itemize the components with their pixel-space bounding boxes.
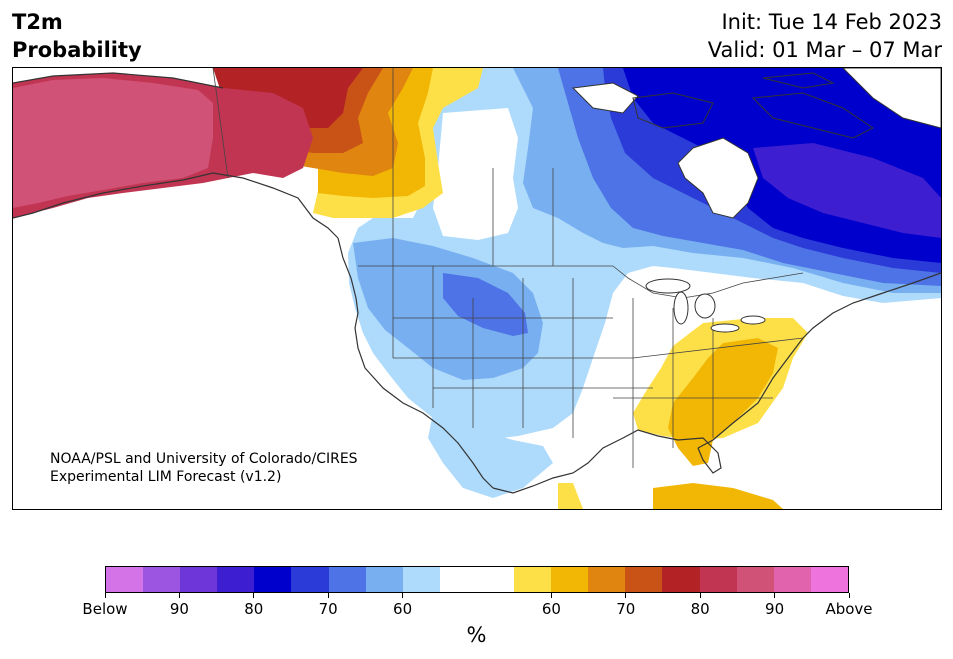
title-line-2: Probability bbox=[12, 38, 142, 62]
colorbar-segment bbox=[291, 567, 329, 592]
colorbar-segment bbox=[254, 567, 292, 592]
above-60-mexico bbox=[558, 483, 583, 509]
map-title: T2m Probability bbox=[12, 8, 142, 64]
colorbar-tick bbox=[104, 593, 106, 598]
colorbar-segment bbox=[328, 567, 366, 592]
credit-line-1: NOAA/PSL and University of Colorado/CIRE… bbox=[50, 451, 358, 467]
colorbar-segment bbox=[625, 567, 663, 592]
colorbar-segment bbox=[365, 567, 403, 592]
colorbar-tick bbox=[550, 593, 552, 598]
map-canvas bbox=[13, 68, 941, 509]
colorbar-unit: % bbox=[466, 623, 487, 647]
colorbar-tick bbox=[402, 593, 404, 598]
colorbar-tick-label: Below bbox=[82, 600, 128, 618]
colorbar-tick bbox=[699, 593, 701, 598]
near-normal-prairie bbox=[433, 108, 518, 240]
colorbar-tick-label: 80 bbox=[690, 600, 710, 618]
baffin-water bbox=[842, 68, 941, 129]
colorbar-tick-label: 60 bbox=[393, 600, 413, 618]
colorbar-segment bbox=[180, 567, 218, 592]
init-date: Init: Tue 14 Feb 2023 bbox=[721, 10, 942, 34]
colorbar-segment bbox=[143, 567, 181, 592]
colorbar-tick-label: Above bbox=[825, 600, 873, 618]
colorbar-tick-label: 90 bbox=[765, 600, 785, 618]
colorbar bbox=[105, 566, 849, 593]
colorbar-segment bbox=[106, 567, 144, 592]
below-60-southwest bbox=[428, 413, 553, 498]
colorbar-segment bbox=[699, 567, 737, 592]
colorbar-tick bbox=[178, 593, 180, 598]
great-lakes bbox=[645, 278, 766, 333]
colorbar-tick bbox=[625, 593, 627, 598]
arctic-islands bbox=[632, 72, 874, 139]
hudson-bay bbox=[677, 137, 759, 219]
below-70-west bbox=[443, 273, 528, 336]
colorbar-segment bbox=[476, 567, 515, 592]
valid-date: Valid: 01 Mar – 07 Mar bbox=[707, 38, 942, 62]
colorbar-segment bbox=[662, 567, 700, 592]
credit-text: NOAA/PSL and University of Colorado/CIRE… bbox=[50, 450, 358, 486]
arctic-channel bbox=[571, 82, 639, 114]
colorbar-tick bbox=[327, 593, 329, 598]
below-65-west bbox=[353, 238, 543, 380]
colorbar-tick bbox=[253, 593, 255, 598]
colorbar-tick-label: 80 bbox=[244, 600, 264, 618]
credit-line-2: Experimental LIM Forecast (v1.2) bbox=[50, 469, 282, 485]
colorbar-tick bbox=[848, 593, 850, 598]
colorbar-tick bbox=[774, 593, 776, 598]
colorbar-segment bbox=[588, 567, 626, 592]
colorbar-tick-label: 60 bbox=[541, 600, 561, 618]
above-top-alaska bbox=[13, 78, 213, 208]
colorbar-segment bbox=[810, 567, 848, 592]
above-65-cuba bbox=[653, 483, 783, 509]
colorbar-tick-label: 90 bbox=[169, 600, 189, 618]
political-borders bbox=[212, 68, 804, 468]
title-line-1: T2m bbox=[12, 10, 63, 34]
colorbar-segment bbox=[402, 567, 440, 592]
colorbar-segment bbox=[439, 567, 477, 592]
above-65-southeast bbox=[668, 338, 778, 466]
forecast-map: NOAA/PSL and University of Colorado/CIRE… bbox=[12, 67, 942, 510]
colorbar-tick-label: 70 bbox=[616, 600, 636, 618]
colorbar-segment bbox=[736, 567, 774, 592]
colorbar-segment bbox=[514, 567, 552, 592]
colorbar-segment bbox=[773, 567, 811, 592]
colorbar-tick-label: 70 bbox=[318, 600, 338, 618]
below-85-region bbox=[753, 143, 941, 238]
colorbar-segment bbox=[551, 567, 589, 592]
colorbar-segment bbox=[217, 567, 255, 592]
forecast-dates: Init: Tue 14 Feb 2023 Valid: 01 Mar – 07… bbox=[708, 8, 942, 64]
